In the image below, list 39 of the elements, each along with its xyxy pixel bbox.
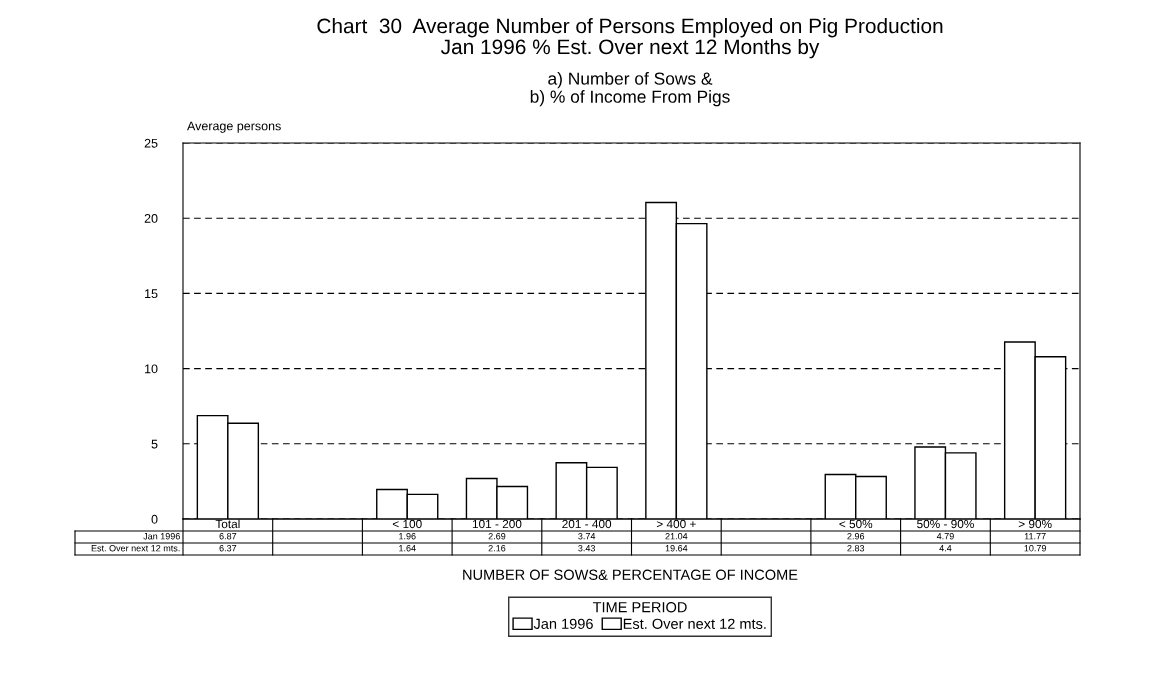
chart-subtitle: a) Number of Sows & b) % of Income From Pigs bbox=[530, 72, 730, 107]
x-tick-label: 50% - 90% bbox=[917, 519, 974, 529]
x-tick-label: > 90% bbox=[1018, 519, 1052, 529]
data-label: 10.79 bbox=[1024, 545, 1047, 552]
data-label: 2.69 bbox=[488, 533, 506, 540]
x-tick-label: 101 - 200 bbox=[472, 519, 522, 529]
y-tick-label: 0 bbox=[151, 514, 158, 524]
chart-title: Chart 30 Average Number of Persons Employed on Pig Production Jan 1996 % Est. Over next 12 Months by bbox=[317, 18, 943, 59]
data-label: 4.4 bbox=[939, 545, 952, 552]
x-tick-label: Total bbox=[215, 519, 240, 529]
legend-label: Jan 1996 bbox=[533, 618, 593, 629]
data-label: 21.04 bbox=[665, 533, 688, 540]
y-tick-label: 15 bbox=[145, 289, 158, 299]
x-tick-label: < 50% bbox=[839, 519, 873, 529]
y-tick-label: 25 bbox=[144, 138, 158, 148]
x-tick-label: < 100 bbox=[392, 519, 422, 529]
text: Est. Over next 12 mts. bbox=[91, 545, 180, 552]
data-label: 11.77 bbox=[1024, 533, 1046, 540]
legend-title: TIME PERIOD bbox=[592, 602, 687, 613]
data-label: 6.37 bbox=[219, 545, 237, 552]
data-label: 1.96 bbox=[399, 533, 416, 540]
data-label: 2.16 bbox=[488, 545, 506, 552]
data-label: 6.87 bbox=[219, 533, 237, 540]
text: Jan 1996 bbox=[143, 533, 180, 540]
data-label: 4.79 bbox=[936, 533, 954, 540]
x-axis-title: NUMBER OF SOWS& PERCENTAGE OF INCOME bbox=[463, 569, 798, 580]
x-tick-label: 201 - 400 bbox=[562, 519, 612, 529]
y-tick-label: 10 bbox=[145, 364, 158, 374]
y-tick-label: 20 bbox=[144, 214, 158, 223]
data-label: 2.96 bbox=[847, 533, 865, 540]
data-label: 3.43 bbox=[578, 545, 596, 552]
y-axis-title: Average persons bbox=[187, 121, 281, 133]
data-label: 19.64 bbox=[665, 545, 688, 552]
y-tick-label: 5 bbox=[151, 439, 158, 449]
data-label: 2.83 bbox=[847, 545, 865, 552]
data-label: 1.64 bbox=[399, 545, 416, 552]
data-label: 3.74 bbox=[578, 533, 596, 540]
legend-label: Est. Over next 12 mts. bbox=[623, 618, 766, 629]
x-tick-label: > 400 + bbox=[656, 519, 696, 529]
